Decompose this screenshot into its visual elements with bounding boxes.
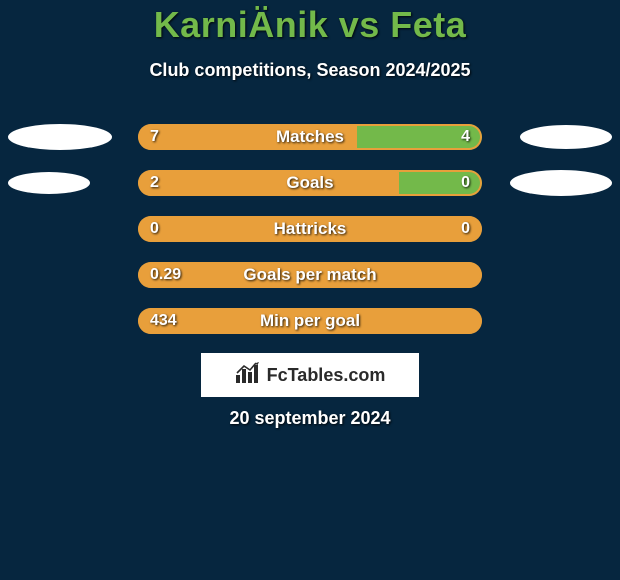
stat-bar-left-segment	[138, 262, 482, 288]
chart-bars-icon	[235, 361, 263, 390]
stat-bar: 434Min per goal	[138, 308, 482, 334]
stat-left-value: 434	[150, 308, 177, 334]
stat-row: 00Hattricks	[0, 216, 620, 242]
stat-bar: 74Matches	[138, 124, 482, 150]
stat-bar: 0.29Goals per match	[138, 262, 482, 288]
subtitle: Club competitions, Season 2024/2025	[0, 60, 620, 81]
stat-left-value: 0.29	[150, 262, 181, 288]
stat-bar-left-segment	[138, 124, 357, 150]
snapshot-date: 20 september 2024	[0, 408, 620, 429]
stat-right-value: 4	[461, 124, 470, 150]
stat-right-value: 0	[461, 170, 470, 196]
stat-bar: 00Hattricks	[138, 216, 482, 242]
logo-text: FcTables.com	[267, 365, 386, 386]
right-badge-ellipse	[510, 170, 612, 196]
stat-row: 0.29Goals per match	[0, 262, 620, 288]
left-badge-ellipse	[8, 172, 90, 194]
right-badge-ellipse	[520, 125, 612, 149]
stat-left-value: 7	[150, 124, 159, 150]
stat-left-value: 2	[150, 170, 159, 196]
stat-row: 74Matches	[0, 124, 620, 150]
fctables-logo: FcTables.com	[201, 353, 419, 397]
stat-bar-left-segment	[138, 170, 399, 196]
stat-bar-left-segment	[138, 308, 482, 334]
stat-row: 20Goals	[0, 170, 620, 196]
stat-left-value: 0	[150, 216, 159, 242]
stat-row: 434Min per goal	[0, 308, 620, 334]
page-title: KarniÄnik vs Feta	[0, 4, 620, 46]
left-badge-ellipse	[8, 124, 112, 150]
logo-text-main: FcTables	[267, 365, 344, 385]
stat-bar-left-segment	[138, 216, 482, 242]
logo-text-tld: .com	[343, 365, 385, 385]
stat-right-value: 0	[461, 216, 470, 242]
stat-bar: 20Goals	[138, 170, 482, 196]
comparison-infographic: KarniÄnik vs Feta Club competitions, Sea…	[0, 0, 620, 580]
